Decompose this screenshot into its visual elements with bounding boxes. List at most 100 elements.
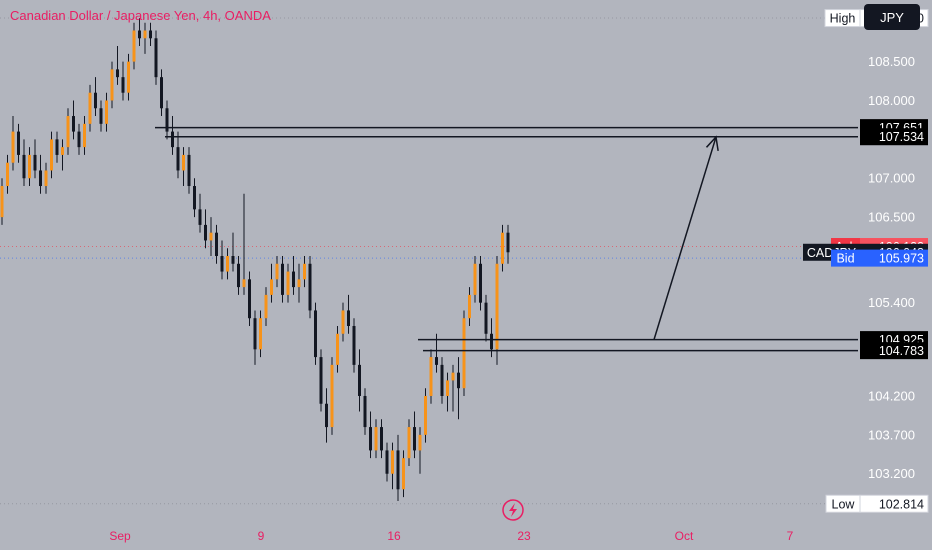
candle-body-up [391, 450, 394, 474]
currency-button[interactable]: JPY [864, 4, 920, 30]
candle-body-down [413, 427, 416, 451]
candle-body-up [105, 100, 108, 124]
candle-body-up [402, 458, 405, 490]
candle-body-down [231, 256, 235, 264]
candle [347, 294, 350, 334]
candle-body-down [325, 403, 328, 428]
y-tick-label: 103.700 [868, 427, 915, 442]
candle [160, 69, 163, 117]
candle-body-down [149, 30, 152, 39]
x-tick-label: 9 [258, 529, 265, 543]
candle-body-down [506, 232, 510, 253]
y-tick-label: 108.000 [868, 93, 915, 108]
candle-body-down [484, 302, 488, 334]
candle-body-up [336, 333, 339, 365]
candle [440, 357, 444, 404]
candle [457, 357, 460, 420]
x-tick-label: 23 [517, 529, 531, 543]
candle-body-down [138, 30, 141, 39]
candle-body-up [286, 271, 290, 295]
candle-body-down [116, 69, 119, 78]
candle [110, 61, 114, 109]
candle [418, 427, 422, 474]
high-badge-label: High [830, 12, 856, 26]
candle-body-down [39, 170, 42, 187]
candle-body-up [44, 170, 48, 187]
candle-body-up [495, 263, 499, 350]
projection-arrow-shaft[interactable] [653, 136, 717, 340]
candle [127, 53, 130, 101]
candle [182, 147, 185, 187]
candle [237, 256, 240, 295]
currency-button-label: JPY [880, 10, 904, 25]
low-badge-label: Low [832, 497, 856, 511]
candle [143, 22, 147, 54]
candle [99, 100, 103, 132]
candle-body-down [237, 263, 240, 288]
candle [165, 100, 169, 140]
low-badge-value: 102.814 [879, 497, 924, 511]
candle [380, 419, 383, 459]
candle-body-up [143, 30, 147, 39]
candle-body-up [61, 147, 64, 155]
candle [6, 154, 9, 194]
replay-icon[interactable] [502, 499, 524, 521]
candle-body-down [369, 427, 372, 451]
candle [341, 302, 345, 342]
candle [94, 77, 97, 117]
candle-body-up [275, 263, 279, 280]
candle [242, 193, 246, 295]
candle [149, 22, 152, 47]
candle [176, 131, 180, 179]
x-tick-label: 16 [387, 529, 401, 543]
candle [286, 263, 290, 303]
low-badge: Low 102.814 [825, 494, 929, 513]
y-tick-label: 105.400 [868, 295, 915, 310]
candle [72, 100, 75, 140]
candle [484, 294, 488, 342]
candle-body-down [55, 139, 59, 155]
candle-body-down [187, 154, 191, 187]
candle-body-down [363, 395, 367, 428]
candle [44, 162, 48, 194]
candle-body-down [347, 310, 350, 326]
candle [204, 209, 207, 249]
chart-title: Canadian Dollar / Japanese Yen, 4h, OAND… [10, 8, 271, 23]
candle [55, 131, 59, 163]
candle [77, 123, 81, 155]
candle [154, 30, 158, 85]
candle [462, 310, 466, 396]
candle [0, 178, 4, 225]
candle-body-down [99, 108, 103, 124]
candle [330, 357, 334, 435]
candle-body-down [171, 131, 174, 148]
candle-body-down [220, 256, 224, 272]
candle [385, 442, 389, 482]
candle [402, 450, 405, 498]
candle-body-up [28, 154, 31, 179]
candle [220, 240, 224, 280]
candle-body-down [248, 279, 251, 319]
candle-body-down [435, 357, 438, 365]
candle-body-down [457, 372, 460, 389]
candle-body-up [473, 263, 477, 295]
candle-body-up [501, 232, 504, 264]
candle [396, 434, 400, 501]
candle [468, 287, 471, 326]
candle [248, 271, 251, 326]
candle-body-down [319, 357, 323, 404]
candle [121, 61, 125, 101]
candle [187, 147, 191, 194]
candle [325, 388, 328, 443]
candle [308, 256, 312, 319]
candle [314, 302, 317, 365]
candle-body-up [264, 294, 268, 319]
candle [413, 411, 416, 459]
level-badge-support-lower-value-box [860, 342, 928, 360]
candle-body-up [132, 30, 136, 62]
candle [209, 217, 213, 257]
candle-body-up [88, 92, 92, 124]
candle-body-up [6, 162, 9, 187]
candle [358, 349, 361, 412]
